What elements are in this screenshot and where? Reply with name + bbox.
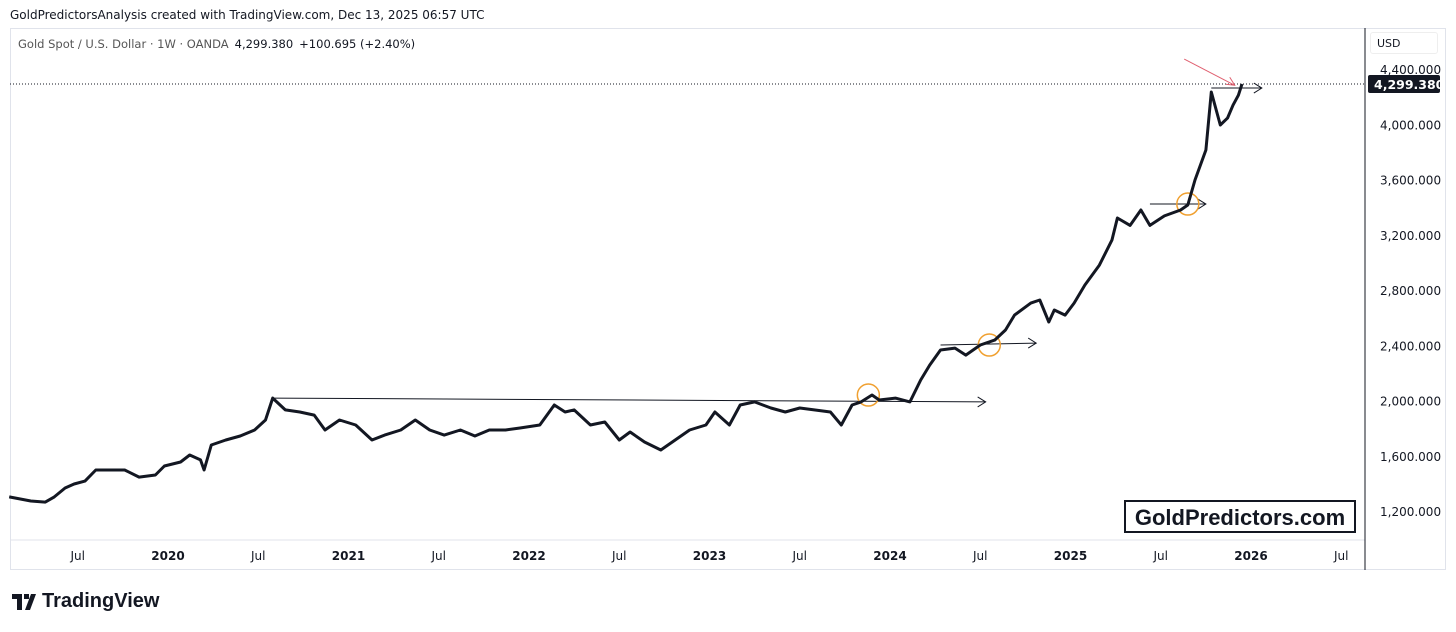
symbol-legend: Gold Spot / U.S. Dollar · 1W · OANDA 4,29… [18,37,415,51]
x-tick-label: 2021 [332,549,365,563]
x-tick-label: Jul [1153,549,1168,563]
arrow-head-icon [1253,82,1263,94]
price-change: +100.695 (+2.40%) [299,37,416,51]
x-tick-label: Jul [792,549,807,563]
y-tick-label: 2,000.000 [1380,395,1441,409]
y-tick-label: 2,400.000 [1380,339,1441,353]
current-price-label: 4,299.380 [1374,77,1445,92]
tradingview-logo-icon [12,593,36,610]
y-tick-label: 1,600.000 [1380,450,1441,464]
symbol-title: Gold Spot / U.S. Dollar · 1W · OANDA [18,37,229,51]
arrow-head-icon [1197,198,1207,210]
x-tick-label: 2022 [512,549,545,563]
x-tick-label: 2026 [1234,549,1267,563]
price-series-line [8,83,1244,504]
y-tick-label: 3,200.000 [1380,229,1441,243]
chart-credit: GoldPredictorsAnalysis created with Trad… [10,8,485,22]
current-price-badge [1368,74,1440,93]
x-tick-label: Jul [431,549,446,563]
trend-arrow-line [940,342,1037,346]
tradingview-logo[interactable]: TradingView [12,590,159,613]
x-tick-label: Jul [250,549,265,563]
last-price: 4,299.380 [234,37,294,51]
trend-arrow-line [272,397,986,403]
x-tick-label: Jul [70,549,85,563]
red-arrow-head-icon [1225,77,1236,86]
breakout-circle [856,383,881,407]
currency-selector[interactable]: USD [1370,32,1438,54]
y-tick-label: 2,800.000 [1380,284,1441,298]
y-tick-label: 4,000.000 [1380,118,1441,132]
x-tick-label: Jul [1333,549,1348,563]
red-arrow-line [1183,58,1235,86]
watermark: GoldPredictors.com [1124,500,1356,533]
x-tick-label: Jul [611,549,626,563]
breakout-circle [1176,192,1200,216]
x-tick-label: 2025 [1054,549,1087,563]
y-tick-label: 3,600.000 [1380,174,1441,188]
brand-name: TradingView [42,590,160,612]
arrow-head-icon [977,396,987,408]
x-tick-label: 2020 [151,549,184,563]
x-tick-label: Jul [972,549,987,563]
y-tick-label: 4,400.000 [1380,63,1441,77]
arrow-head-icon [1027,337,1038,349]
x-tick-label: 2024 [873,549,906,563]
y-tick-label: 1,200.000 [1380,505,1441,519]
x-tick-label: 2023 [693,549,726,563]
chart-frame [10,28,1446,570]
